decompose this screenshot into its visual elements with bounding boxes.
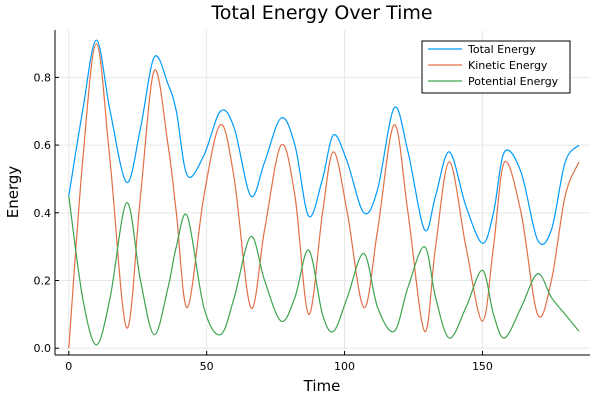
legend: Total Energy Kinetic Energy Potential Ener… — [421, 40, 571, 94]
y-axis-label: Energy — [4, 166, 22, 219]
y-tick-label: 0.4 — [34, 207, 52, 220]
series-line-kinetic-energy — [68, 42, 580, 349]
series-line-total-energy — [68, 39, 580, 245]
x-tick-label: 100 — [334, 360, 355, 373]
x-axis-label: Time — [303, 377, 341, 395]
y-tick-label: 0.2 — [34, 275, 52, 288]
legend-box — [421, 40, 571, 94]
axes — [54, 30, 590, 356]
legend-label: Kinetic Energy — [468, 59, 548, 72]
legend-label: Total Energy — [467, 43, 536, 56]
legend-label: Potential Energy — [468, 75, 559, 88]
y-tick-label: 0.6 — [34, 139, 52, 152]
x-tick-label: 50 — [200, 360, 214, 373]
chart-title: Total Energy Over Time — [210, 2, 432, 24]
ticks: 0 50 100 150 0.0 0.2 0.4 0.6 0.8 — [34, 71, 493, 373]
x-tick-label: 150 — [472, 360, 493, 373]
series-lines — [68, 39, 580, 349]
x-tick-label: 0 — [65, 360, 72, 373]
series-line-potential-energy — [68, 195, 580, 346]
y-tick-label: 0.0 — [34, 342, 52, 355]
y-tick-label: 0.8 — [34, 71, 52, 84]
